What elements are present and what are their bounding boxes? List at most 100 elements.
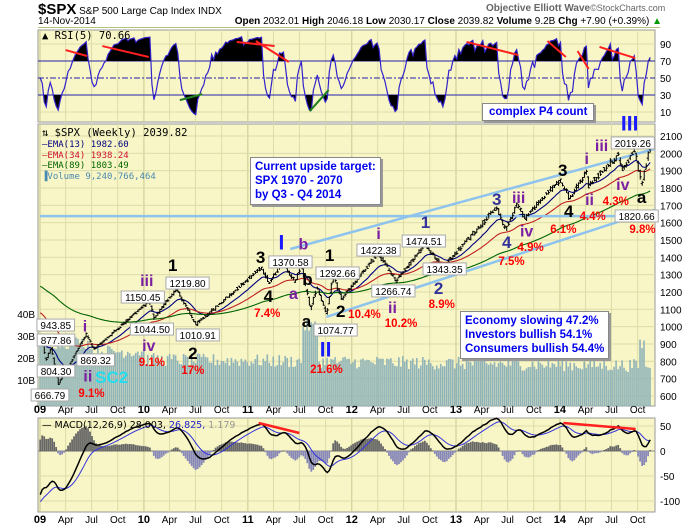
price-bar	[210, 308, 214, 313]
price-bar	[74, 351, 78, 355]
change-value: +7.90 (+0.39%)	[580, 16, 650, 27]
x-tick-label: 09	[34, 514, 46, 526]
volume-bar	[457, 356, 460, 406]
volume-bar	[138, 355, 141, 406]
price-label-box	[268, 255, 313, 269]
price-label: 1074.77	[318, 326, 355, 337]
volume-bar	[455, 363, 458, 406]
price-bar	[297, 268, 301, 274]
price-bar	[523, 213, 527, 220]
macd-histogram-bar	[124, 443, 127, 452]
volume-bar	[581, 369, 584, 406]
price-label-box	[175, 328, 220, 342]
note-line: by Q3 - Q4 2014	[255, 189, 342, 201]
price-bar	[383, 260, 387, 266]
macd-histogram-bar	[348, 446, 351, 452]
volume-bar	[134, 352, 137, 406]
price-bar	[52, 357, 56, 365]
volume-bar	[103, 355, 105, 406]
volume-bar	[328, 367, 330, 406]
price-label: 943.85	[40, 321, 71, 332]
price-label: 1474.51	[406, 237, 443, 248]
wave-callout: i	[376, 226, 380, 243]
volume-bar	[184, 355, 187, 406]
macd-histogram-bar	[645, 451, 648, 463]
wave-callout: III	[621, 113, 639, 136]
macd-signal-line	[39, 421, 651, 503]
volume-bar	[627, 372, 629, 406]
volume-bar	[232, 362, 235, 406]
volume-bar	[505, 366, 508, 406]
macd-histogram-bar	[449, 451, 452, 458]
price-bar	[70, 358, 74, 363]
volume-bar	[144, 364, 147, 406]
volume-bar	[344, 356, 346, 406]
price-bar	[317, 289, 321, 295]
macd-histogram-bar	[601, 450, 604, 452]
macd-histogram-bar	[354, 442, 357, 452]
volume-bar	[471, 365, 474, 406]
macd-histogram-bar	[87, 428, 89, 452]
price-bar	[596, 172, 600, 180]
macd-histogram-bar	[647, 451, 649, 457]
macd-histogram-bar	[615, 445, 618, 452]
price-bar	[271, 273, 275, 279]
price-bar	[305, 288, 309, 296]
volume-bar	[511, 358, 514, 406]
macd-histogram-bar	[294, 451, 297, 461]
macd-histogram-bar	[266, 451, 269, 456]
x-tick-label: Oct	[422, 405, 438, 416]
macd-histogram-bar	[240, 442, 243, 452]
macd-histogram-bar	[63, 451, 66, 453]
volume-bar	[427, 359, 430, 406]
price-tick-label: 1100	[660, 305, 682, 316]
volume-bar	[571, 370, 574, 406]
volume-bar	[605, 366, 607, 406]
price-bar	[250, 275, 254, 279]
volume-bar	[417, 368, 420, 406]
macd-histogram-bar	[553, 444, 556, 452]
price-bar	[644, 163, 648, 170]
volume-bar	[352, 362, 354, 406]
macd-histogram-bar	[467, 442, 470, 452]
price-bar	[351, 282, 355, 288]
volume-bar	[174, 355, 177, 406]
wave-label: II	[320, 339, 332, 362]
volume-bar	[392, 363, 394, 406]
macd-histogram-bar	[501, 451, 504, 456]
volume-bar	[316, 328, 318, 406]
price-bar	[236, 286, 240, 291]
volume-bar	[152, 353, 155, 406]
price-bar	[110, 332, 114, 337]
volume-bar	[210, 362, 213, 406]
price-bar	[309, 305, 313, 311]
price-bar	[347, 288, 351, 292]
macd-histogram-bar	[559, 445, 562, 452]
macd-histogram-bar	[156, 451, 159, 460]
volume-bar	[122, 357, 125, 406]
volume-bar	[314, 321, 316, 406]
volume-bar	[625, 370, 627, 406]
volume-bar	[559, 366, 562, 406]
macd-histogram-bar	[324, 451, 327, 464]
price-label: 1150.45	[125, 293, 161, 304]
price-bar	[208, 311, 212, 315]
macd-histogram-bar	[79, 429, 81, 452]
x-tick-label: Apr	[370, 405, 386, 416]
macd-histogram-bar	[643, 451, 646, 466]
volume-bar	[83, 347, 85, 406]
price-legend: ⇅ $SPX (Weekly) 2039.82 —EMA(13) 1982.60…	[42, 127, 187, 182]
volume-bar	[491, 364, 494, 406]
volume-bar	[336, 363, 338, 406]
volume-bar	[242, 361, 245, 406]
macd-histogram-bar	[382, 446, 384, 452]
volume-bar	[256, 354, 259, 406]
price-bar	[287, 270, 291, 276]
x-tick-label: Apr	[58, 515, 74, 526]
wave-callout: a	[289, 286, 298, 303]
volume-bar	[641, 348, 643, 406]
wave-label: 3	[492, 190, 501, 209]
volume-bar	[250, 361, 253, 406]
macd-histogram-bar	[115, 444, 117, 452]
price-bar	[90, 342, 94, 347]
